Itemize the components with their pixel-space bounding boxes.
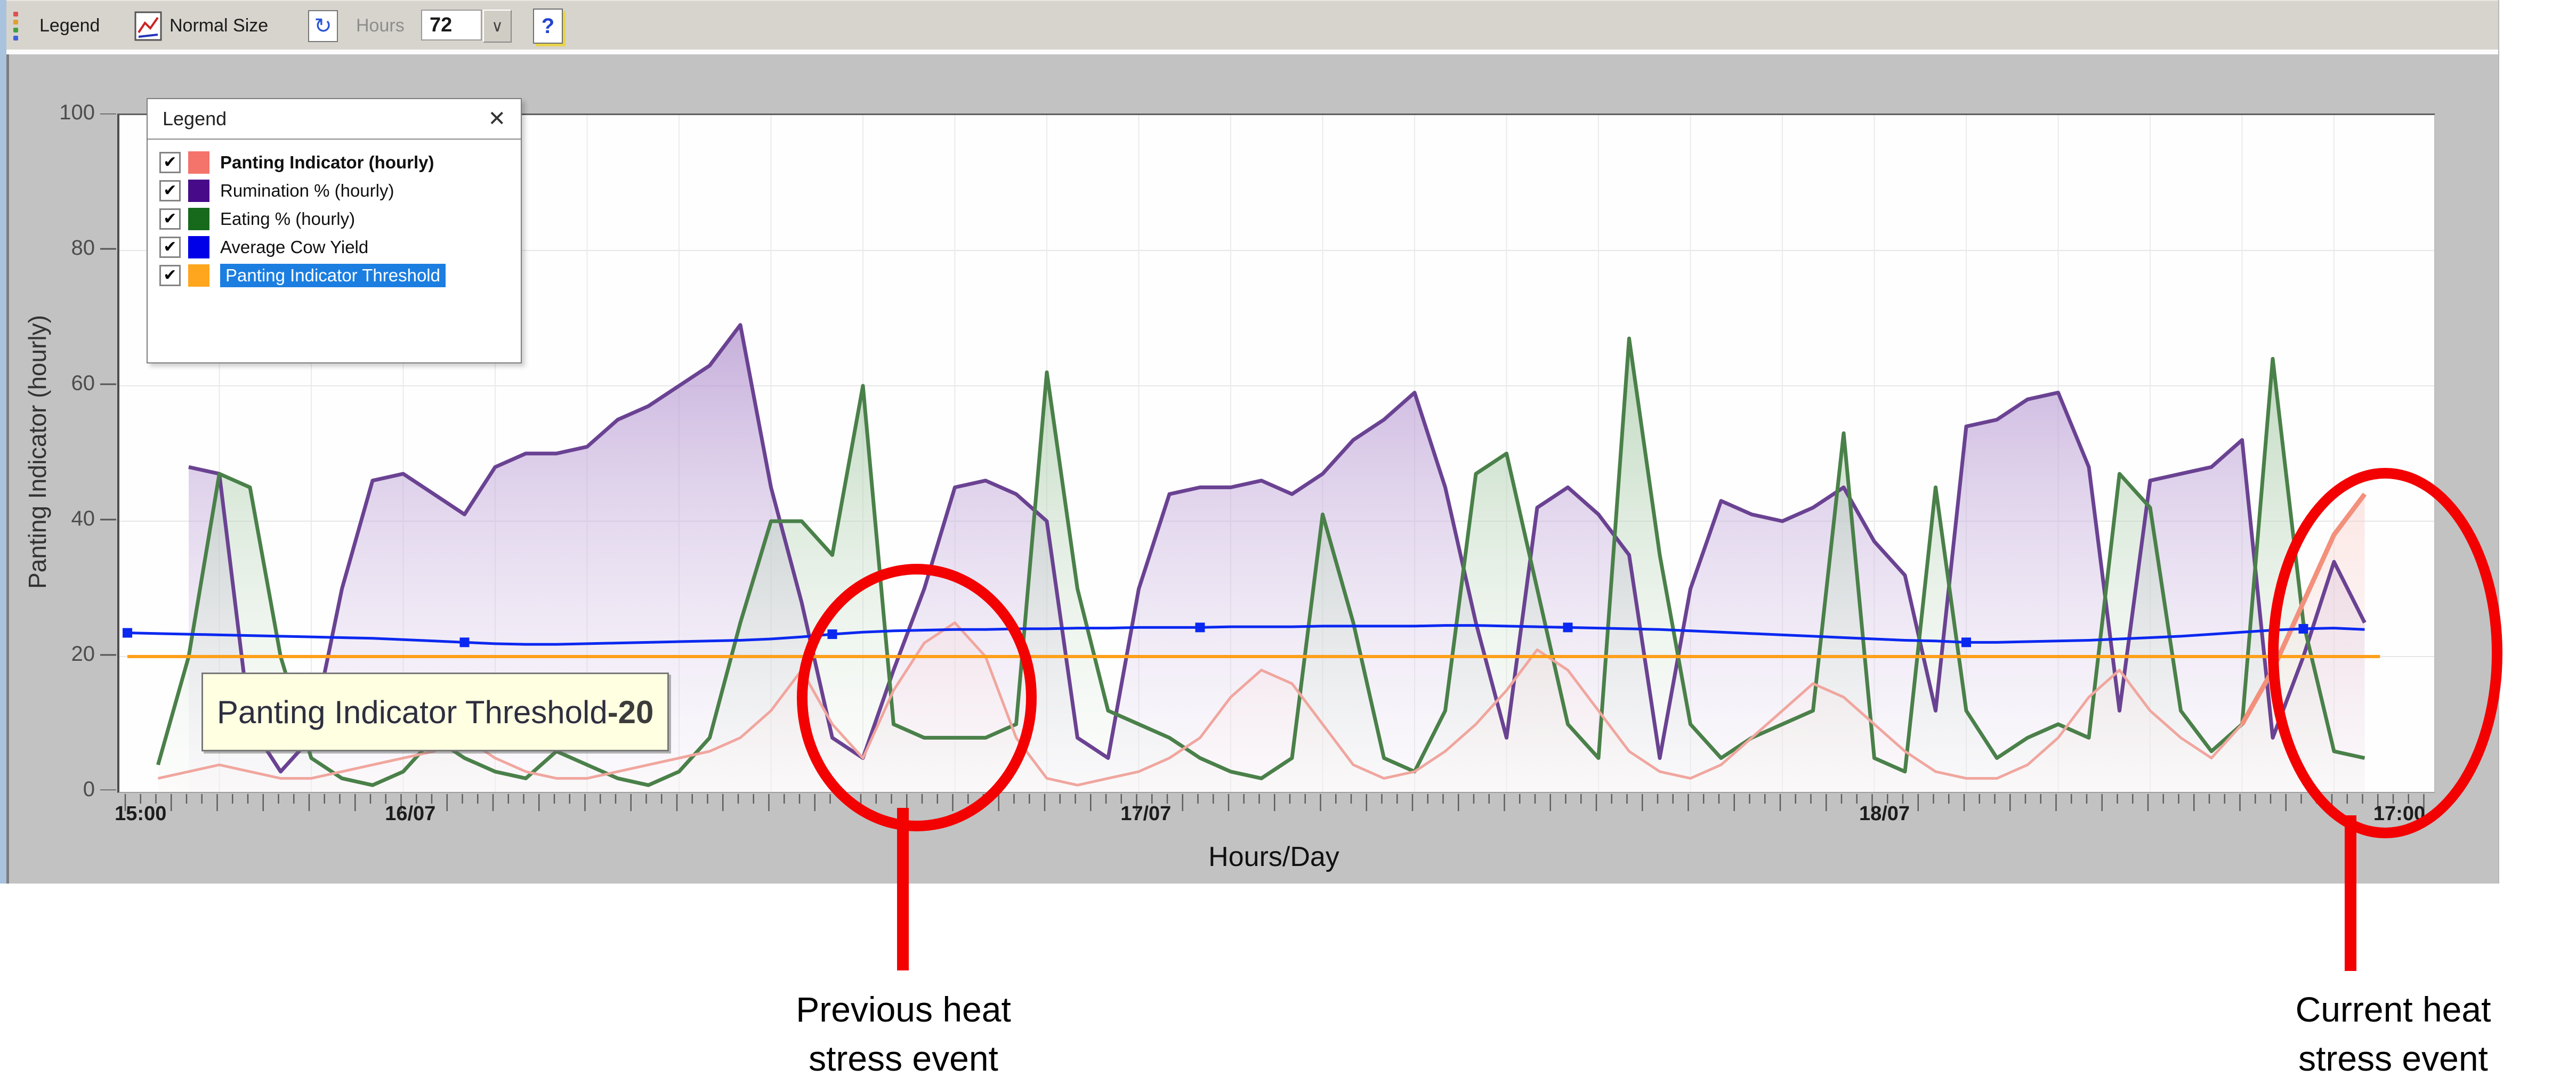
current-event-label: Current heat stress event <box>2295 990 2491 1078</box>
legend-item-3[interactable]: ✔ Eating % (hourly) <box>148 205 521 233</box>
previous-event-pointer-line <box>897 808 909 970</box>
checkbox-icon[interactable]: ✔ <box>159 151 181 173</box>
y-tick-label: 80 <box>71 236 95 260</box>
previous-event-label: Previous heat stress event <box>796 990 1011 1078</box>
close-icon[interactable]: ✕ <box>488 107 506 131</box>
checkbox-icon[interactable]: ✔ <box>159 264 181 286</box>
grip-dot-icon <box>13 19 18 25</box>
y-axis-ticks <box>100 114 116 790</box>
cow-yield-marker <box>459 637 470 647</box>
hours-dropdown-button[interactable]: ∨ <box>483 10 512 43</box>
legend-item-label[interactable]: Average Cow Yield <box>220 237 369 257</box>
normal-size-button[interactable]: Normal Size <box>169 15 269 36</box>
legend-items: ✔ Panting Indicator (hourly) ✔ Rumination %… <box>148 148 521 289</box>
current-event-circle <box>2268 468 2502 838</box>
y-tick-label: 100 <box>59 101 95 124</box>
checkbox-icon[interactable]: ✔ <box>159 208 181 230</box>
legend-item-label[interactable]: Eating % (hourly) <box>220 208 356 229</box>
panel-left-border <box>6 54 9 884</box>
panting-line <box>157 493 2366 787</box>
cow-yield-marker <box>123 628 132 638</box>
y-tick-label: 40 <box>71 507 95 530</box>
toolbar: Legend Normal Size ↻ Hours 72 ∨ ? <box>0 0 2498 51</box>
rumination-line <box>188 323 2367 774</box>
toolbar-grip-icon[interactable] <box>9 1 22 51</box>
hours-label: Hours <box>356 15 405 36</box>
x-axis-ticks <box>124 794 2425 811</box>
series-color-swatch <box>188 236 209 258</box>
grip-dot-icon <box>13 11 18 17</box>
series-color-swatch <box>188 207 209 230</box>
y-tick-label: 0 <box>83 778 95 801</box>
legend-titlebar[interactable]: Legend ✕ <box>148 99 521 140</box>
window-left-edge <box>0 0 6 884</box>
legend-item-4[interactable]: ✔ Average Cow Yield <box>148 233 521 261</box>
series-color-swatch <box>188 179 209 202</box>
legend-item-label[interactable]: Panting Indicator Threshold <box>220 263 446 287</box>
x-tick-label: 18/07 <box>1859 803 1910 825</box>
help-icon[interactable]: ? <box>533 9 563 44</box>
x-tick-label: 16/07 <box>385 803 436 825</box>
checkbox-icon[interactable]: ✔ <box>159 236 181 258</box>
y-axis-title: Panting Indicator (hourly) <box>23 315 51 589</box>
legend-item-label[interactable]: Panting Indicator (hourly) <box>220 152 434 172</box>
cow-yield-marker <box>1563 622 1573 633</box>
threshold-tooltip: Panting Indicator Threshold -20 <box>201 673 669 751</box>
x-axis-title: Hours/Day <box>1208 841 1339 872</box>
hours-value-input[interactable]: 72 <box>421 10 482 41</box>
legend-item-label[interactable]: Rumination % (hourly) <box>220 180 394 200</box>
legend-item-1[interactable]: ✔ Panting Indicator (hourly) <box>148 148 521 176</box>
eating-line <box>156 336 2365 787</box>
grip-dot-icon <box>13 35 18 41</box>
y-tick-label: 20 <box>71 642 95 666</box>
tooltip-series-label: Panting Indicator Threshold <box>217 694 608 730</box>
cow-yield-line <box>127 624 2365 646</box>
chart-canvas <box>119 115 2434 792</box>
legend-toggle-button[interactable]: Legend <box>39 15 100 36</box>
y-tick-label: 60 <box>71 371 95 395</box>
x-tick-label: 17/07 <box>1120 803 1172 825</box>
series-color-swatch <box>188 264 209 287</box>
legend-item-5[interactable]: ✔ Panting Indicator Threshold <box>148 261 521 289</box>
tooltip-value: -20 <box>607 694 654 730</box>
legend-window-title: Legend <box>163 108 227 129</box>
current-event-pointer-line <box>2345 815 2356 971</box>
previous-event-circle <box>797 564 1037 831</box>
chart-icon <box>134 1 162 51</box>
legend-window: Legend ✕ ✔ Panting Indicator (hourly) ✔ Rum… <box>147 98 522 363</box>
cow-yield-marker <box>1961 637 1971 647</box>
grip-dot-icon <box>13 27 18 33</box>
legend-item-2[interactable]: ✔ Rumination % (hourly) <box>148 176 521 205</box>
series-color-swatch <box>188 151 209 174</box>
refresh-icon[interactable]: ↻ <box>308 1 338 51</box>
panting-area <box>158 494 2365 792</box>
cow-yield-marker <box>1195 622 1205 633</box>
toolbar-separator <box>0 50 2498 54</box>
x-tick-label: 15:00 <box>115 803 167 825</box>
app-window: Legend Normal Size ↻ Hours 72 ∨ ? <box>0 0 2499 884</box>
checkbox-icon[interactable]: ✔ <box>159 180 181 201</box>
